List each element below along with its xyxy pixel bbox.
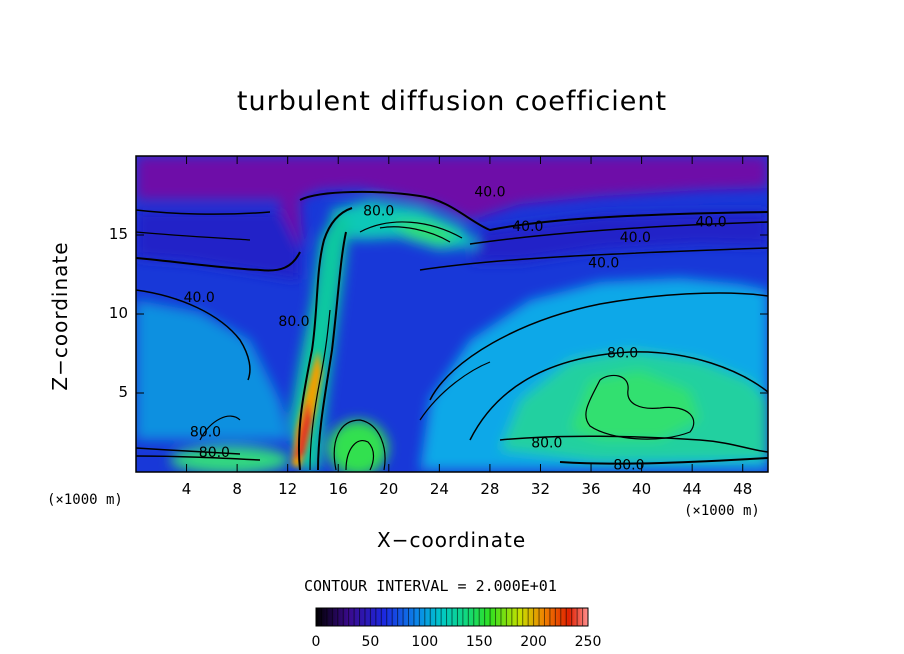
contour-interval-text: CONTOUR INTERVAL = 2.000E+01 xyxy=(304,577,557,595)
colorbar-tick-label: 200 xyxy=(520,634,547,650)
colorbar xyxy=(315,607,589,627)
contour-lines xyxy=(136,190,768,471)
contour-label: 80.0 xyxy=(190,425,221,441)
contour-label: 80.0 xyxy=(278,314,309,330)
contour-line xyxy=(379,226,451,243)
contour-label: 80.0 xyxy=(531,436,562,452)
colorbar-frame xyxy=(315,607,589,627)
heatmap-field: 40.040.040.040.040.040.080.080.080.080.0… xyxy=(136,156,768,474)
y-tick-label: 15 xyxy=(108,225,128,243)
contour-label: 80.0 xyxy=(363,203,394,219)
contour-label: 80.0 xyxy=(607,346,638,362)
x-axis-ticks xyxy=(186,156,744,472)
contour-line xyxy=(585,374,695,440)
contour-label: 40.0 xyxy=(696,214,727,230)
contour-line xyxy=(136,447,241,455)
heatmap-region-left xyxy=(136,300,290,440)
contour-line xyxy=(297,207,353,471)
x-tick-label: 36 xyxy=(581,480,601,498)
x-tick-label: 16 xyxy=(328,480,348,498)
contour-line xyxy=(499,435,768,453)
colorbar-levels xyxy=(315,608,589,626)
contour-line xyxy=(419,247,768,271)
y-axis-label: Z−coordinate xyxy=(48,241,72,391)
contour-line xyxy=(136,455,261,461)
contour-line xyxy=(299,190,768,232)
y-axis-ticks xyxy=(136,234,768,394)
contour-line xyxy=(136,209,271,215)
x-tick-label: 20 xyxy=(379,480,399,498)
contour-line xyxy=(429,292,768,401)
heatmap-region-anvil xyxy=(136,210,300,280)
x-unit-label-right: (×1000 m) xyxy=(684,503,760,519)
x-tick-label: 40 xyxy=(632,480,652,498)
colorbar-tick-label: 50 xyxy=(361,634,380,650)
contour-line xyxy=(136,231,251,241)
x-tick-label: 12 xyxy=(278,480,298,498)
x-tick-label: 24 xyxy=(429,480,449,498)
contour-line xyxy=(309,309,331,471)
contour-line xyxy=(136,289,251,381)
colorbar-tick-label: 100 xyxy=(411,634,439,650)
contour-label: 40.0 xyxy=(620,230,651,246)
chart-title: turbulent diffusion coefficient xyxy=(236,86,668,117)
colorbar-tick-label: 0 xyxy=(311,634,321,650)
heatmap-region-surface xyxy=(170,446,290,472)
contour-line xyxy=(317,231,347,471)
contour-line xyxy=(419,361,491,421)
y-tick-label: 5 xyxy=(118,383,128,401)
heatmap-region-upper xyxy=(136,156,768,220)
colorbar-tick-label: 250 xyxy=(574,634,602,650)
contour-line xyxy=(559,457,768,465)
x-tick-label: 4 xyxy=(181,480,192,498)
heatmap-region-cell xyxy=(328,420,388,472)
contour-label: 80.0 xyxy=(613,458,644,474)
colorbar-tick-label: 150 xyxy=(465,634,493,650)
contour-label: 40.0 xyxy=(512,219,543,235)
contour-labels: 40.040.040.040.040.040.080.080.080.080.0… xyxy=(184,184,727,474)
contour-line xyxy=(469,221,768,245)
contour-line xyxy=(469,351,768,441)
contour-line xyxy=(345,440,375,471)
contour-line xyxy=(359,221,463,239)
x-tick-label: 28 xyxy=(480,480,500,498)
contour-label: 40.0 xyxy=(184,290,215,306)
x-tick-label: 32 xyxy=(530,480,551,498)
x-tick-label: 8 xyxy=(232,480,242,498)
contour-label: 40.0 xyxy=(588,255,619,271)
contour-label: 40.0 xyxy=(474,184,505,200)
contour-line xyxy=(333,419,386,471)
y-tick-label: 10 xyxy=(108,304,128,322)
x-unit-label-left: (×1000 m) xyxy=(47,492,123,508)
x-axis-label: X−coordinate xyxy=(377,528,527,552)
x-tick-label: 48 xyxy=(733,480,753,498)
contour-line xyxy=(199,415,241,441)
x-tick-label: 44 xyxy=(682,480,702,498)
contour-label: 80.0 xyxy=(199,445,230,461)
contour-line xyxy=(136,251,301,272)
